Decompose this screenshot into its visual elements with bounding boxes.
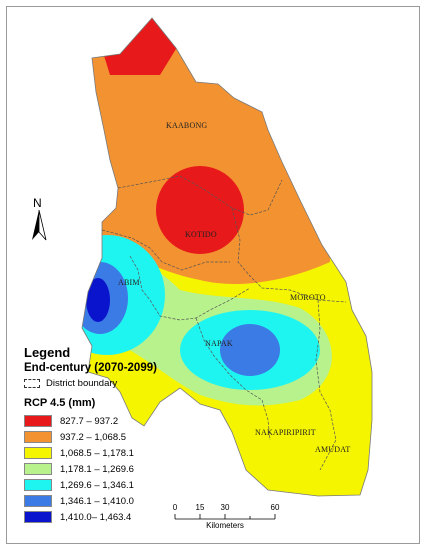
dashed-boundary-symbol [24, 379, 40, 388]
district-boundaries [101, 175, 347, 471]
legend-swatch [24, 415, 52, 427]
legend-variable: RCP 4.5 (mm) [24, 397, 96, 409]
legend: Legend End-century (2070-2099) District … [24, 345, 224, 525]
legend-class-label: 937.2 – 1,068.5 [60, 431, 127, 443]
legend-boundary-row: District boundary [24, 378, 224, 389]
north-arrow: N [30, 196, 60, 246]
scale-tick-0: 0 [172, 503, 178, 512]
scale-tick-30: 30 [220, 503, 230, 512]
region-outline [81, 17, 373, 497]
legend-swatch [24, 463, 52, 475]
legend-swatch [24, 495, 52, 507]
boundary-napak-nakapiripirit [195, 317, 271, 441]
boundary-kotido-moroto [231, 207, 347, 303]
legend-class-row: 1,346.1 – 1,410.0 [24, 493, 224, 509]
legend-class-label: 1,068.5 – 1,178.1 [60, 447, 134, 459]
district-label-napak: NAPAK [205, 339, 233, 348]
legend-class-row: 1,269.6 – 1,346.1 [24, 477, 224, 493]
district-label-abim: ABIM [118, 278, 140, 287]
class-zone-1410-1463 [86, 278, 110, 322]
legend-class-label: 1,410.0– 1,463.4 [60, 511, 132, 523]
legend-class-label: 1,346.1 – 1,410.0 [60, 495, 134, 507]
legend-period: End-century (2070-2099) [24, 362, 157, 374]
scale-bar: 0 15 30 60 Kilometers [170, 503, 280, 533]
legend-class-label: 1,269.6 – 1,346.1 [60, 479, 134, 491]
legend-swatch [24, 447, 52, 459]
legend-class-row: 937.2 – 1,068.5 [24, 429, 224, 445]
legend-class-label: 827.7 – 937.2 [60, 415, 119, 427]
scale-unit-label: Kilometers [206, 521, 244, 530]
legend-class-row: 1,178.1 – 1,269.6 [24, 461, 224, 477]
district-label-kaabong: KAABONG [166, 121, 207, 130]
district-label-moroto: MOROTO [290, 293, 326, 302]
class-zone-827-937-kotido [156, 166, 244, 254]
boundary-kaabong-kotido [117, 175, 283, 216]
class-zone-1346-1410-napak [220, 324, 280, 376]
legend-class-row: 827.7 – 937.2 [24, 413, 224, 429]
legend-class-row: 1,068.5 – 1,178.1 [24, 445, 224, 461]
scale-tick-60: 60 [270, 503, 280, 512]
legend-class-label: 1,178.1 – 1,269.6 [60, 463, 134, 475]
legend-swatch [24, 511, 52, 523]
boundary-abim-napak [129, 255, 251, 321]
district-label-amudat: AMUDAT [315, 445, 350, 454]
boundary-moroto-amudat [315, 299, 337, 471]
scale-tick-15: 15 [195, 503, 205, 512]
legend-class-list: 827.7 – 937.2 937.2 – 1,068.5 1,068.5 – 1,… [24, 413, 224, 525]
north-letter: N [33, 196, 42, 210]
scale-bar-graphic [174, 514, 276, 520]
boundary-kotido-abim [101, 229, 230, 271]
north-arrow-icon [32, 210, 47, 241]
legend-swatch [24, 431, 52, 443]
legend-boundary-label: District boundary [46, 378, 118, 389]
legend-class-row: 1,410.0– 1,463.4 [24, 509, 224, 525]
legend-title: Legend [24, 345, 71, 360]
legend-swatch [24, 479, 52, 491]
district-label-nakapiripirit: NAKAPIRIPIRIT [255, 428, 316, 437]
district-label-kotido: KOTIDO [185, 230, 217, 239]
